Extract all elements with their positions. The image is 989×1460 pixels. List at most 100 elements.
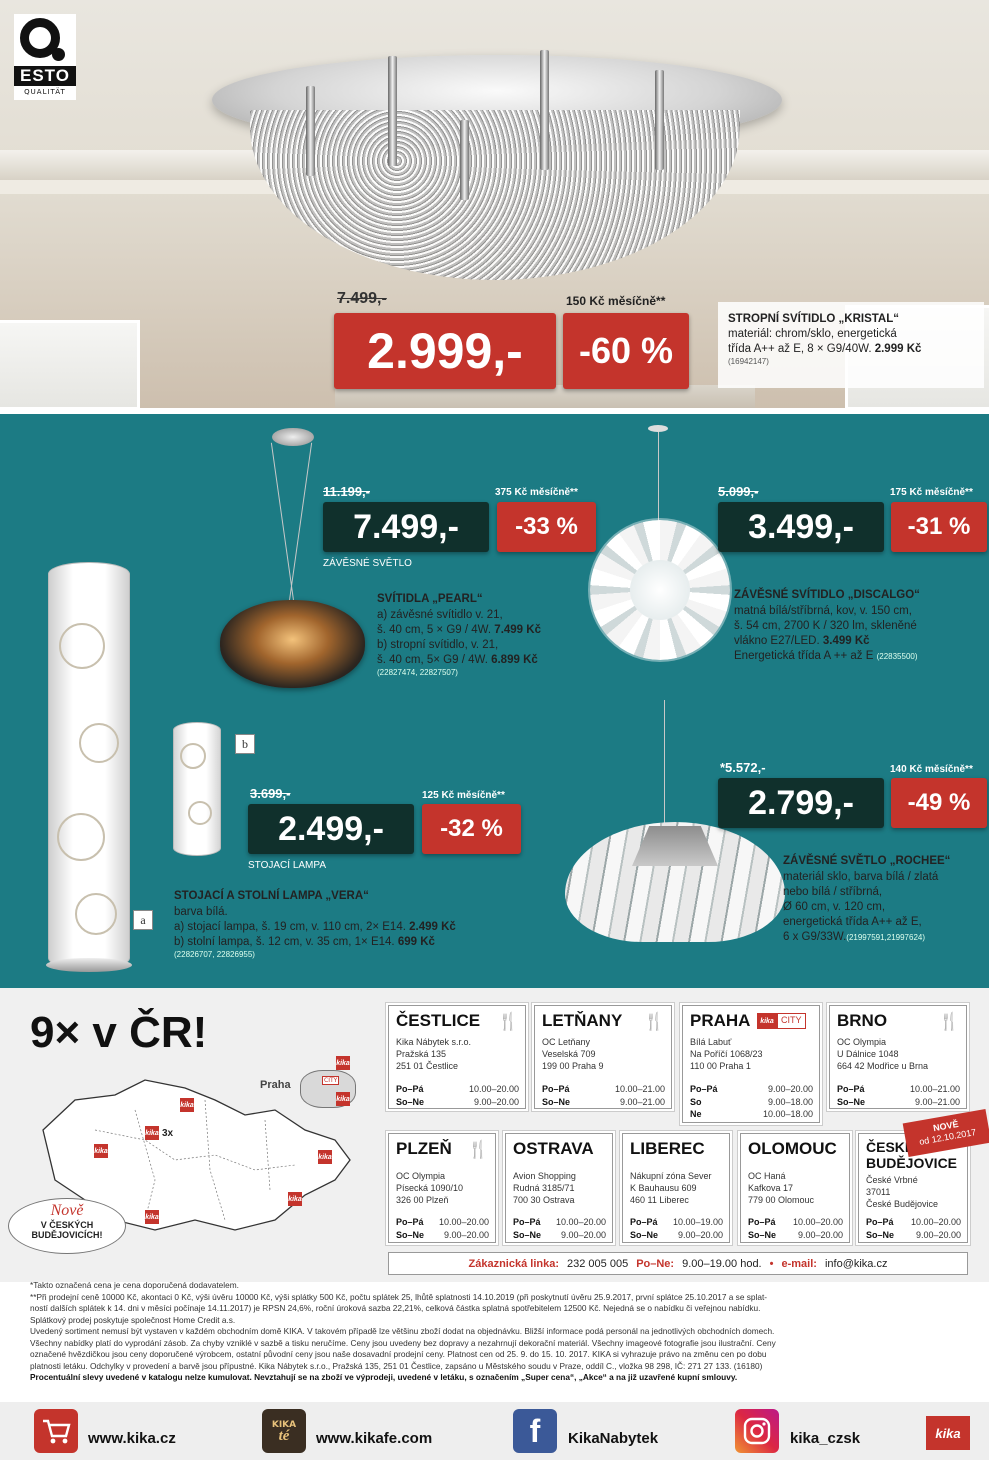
store-name-line: ČESKÉ	[866, 1139, 915, 1155]
website-link[interactable]: www.kika.cz	[88, 1430, 176, 1447]
product-desc: vlákno E27/LED.	[734, 634, 820, 647]
store-address: Kika Nábytek s.r.o. Pražská 135 251 01 Č…	[396, 1036, 471, 1073]
footer	[0, 1402, 989, 1460]
kika-logo[interactable]: kika	[926, 1416, 970, 1450]
hours-day: Po–Pá	[396, 1084, 424, 1094]
store-hours: Po–Pá 10.00–20.00 So–Ne 9.00–20.00	[748, 1216, 843, 1241]
hours-time: 9.00–20.00	[797, 1229, 843, 1240]
map-marker-icon: kika	[336, 1056, 350, 1070]
address-line: 664 42 Modřice u Brna	[837, 1061, 929, 1072]
hours-day: So	[690, 1096, 702, 1107]
footnote-line: **Při prodejní ceně 10000 Kč, akontaci 0…	[30, 1291, 768, 1302]
restaurant-icon: 🍴	[467, 1140, 489, 1159]
instagram-glyph	[743, 1417, 771, 1445]
footnote-line: *Takto označená cena je cena doporučená …	[30, 1280, 239, 1290]
hours-day: So–Ne	[396, 1096, 425, 1107]
kikafe-link[interactable]: www.kikafe.com	[316, 1430, 433, 1447]
chandelier-rod	[655, 70, 664, 170]
discount-tag: -31 %	[891, 502, 987, 552]
product-desc: Energetická třída A ++ až E	[734, 649, 874, 662]
address-line: Písecká 1090/10	[396, 1183, 464, 1194]
product-code: (22835500)	[876, 651, 918, 661]
address-line: Veselská 709	[542, 1049, 596, 1060]
old-price: 5.099,-	[718, 484, 759, 499]
store-name: PLZEŇ	[396, 1139, 452, 1158]
store-address: OC Haná Kafkova 17 779 00 Olomouc	[748, 1170, 814, 1207]
chandelier-crystals	[250, 110, 740, 280]
kika-city-logo: kika	[757, 1013, 777, 1029]
esto-ring-icon	[20, 18, 60, 58]
lamp-pattern	[59, 623, 105, 669]
price-tag: 7.499,-	[323, 502, 489, 552]
product-desc: 6 x G9/33W.	[783, 930, 847, 943]
store-card: LIBEREC Nákupní zóna Sever K Bauhausu 60…	[622, 1133, 730, 1243]
hours-day: So–Ne	[630, 1229, 659, 1240]
price-tag: 2.999,-	[334, 313, 556, 389]
chandelier-rod	[540, 50, 549, 170]
cart-icon[interactable]	[34, 1409, 78, 1453]
map-marker-icon: kika	[94, 1144, 108, 1158]
address-line: OC Letňany	[542, 1037, 591, 1047]
hours-day: Po–Pá	[513, 1217, 541, 1227]
facebook-icon[interactable]: f	[513, 1409, 557, 1453]
address-line: Na Poříčí 1068/23	[690, 1049, 763, 1060]
address-line: OC Haná	[748, 1171, 786, 1181]
product-desc: materiál: chrom/sklo, energetická	[728, 327, 897, 340]
address-line: OC Olympia	[396, 1171, 446, 1181]
product-code: (22826707, 22826955)	[174, 949, 255, 959]
map-regions	[94, 1099, 296, 1221]
pearl-canopy	[272, 428, 314, 446]
hours-time: 9.00–20.00	[915, 1229, 961, 1240]
address-line: OC Olympia	[837, 1037, 887, 1047]
esto-logo-text: ESTO	[14, 66, 76, 86]
facebook-link[interactable]: KikaNabytek	[568, 1430, 659, 1447]
footnote-line: platnosti letáku. Odchylky v provedení a…	[30, 1360, 763, 1371]
hours-time: 10.00–20.00	[792, 1217, 843, 1227]
monthly-payment: 140 Kč měsíčně**	[890, 764, 973, 775]
store-hours: Po–Pá 10.00–20.00 So–Ne 9.00–20.00	[866, 1216, 961, 1241]
product-desc: š. 40 cm, 5× G9 / 4W.	[377, 653, 488, 666]
store-hours: Po–Pá 10.00–19.00 So–Ne 9.00–20.00	[630, 1216, 723, 1241]
hours-time: 9.00–20.00	[677, 1229, 723, 1240]
store-hours: Po–Pá 10.00–20.00 So–Ne 9.00–20.00	[396, 1083, 519, 1108]
product-desc: barva bílá.	[174, 905, 228, 918]
footnote-line: označené hvězdičkou jsou ceny doporučené…	[30, 1349, 767, 1359]
email-link[interactable]: info@kika.cz	[824, 1257, 888, 1270]
product-price: 7.499 Kč	[494, 623, 541, 636]
discount-tag: -33 %	[497, 502, 596, 552]
kikafe-icon[interactable]: KIKA té	[262, 1409, 306, 1453]
product-desc: energetická třída A++ až E,	[783, 915, 922, 928]
store-card: OLOMOUC OC Haná Kafkova 17 779 00 Olomou…	[740, 1133, 850, 1243]
hours-time: 10.00–20.00	[910, 1217, 961, 1227]
store-name: ČESKÉ BUDĚJOVICE	[866, 1139, 957, 1171]
hotline-days: Po–Ne:	[636, 1257, 675, 1270]
product-info-pearl: SVÍTIDLA „PEARL“ a) závěsné svítidlo v. …	[377, 592, 607, 678]
lamp-pattern	[57, 813, 105, 861]
store-hours: Po–Pá 10.00–21.00 So–Ne 9.00–21.00	[542, 1083, 665, 1108]
instagram-link[interactable]: kika_czsk	[790, 1430, 861, 1447]
store-address: OC Olympia Písecká 1090/10 326 00 Plzeň	[396, 1170, 463, 1207]
address-line: Pražská 135	[396, 1049, 447, 1060]
hotline-number[interactable]: 232 005 005	[567, 1257, 629, 1270]
product-desc: b) stropní svítidlo, v. 21,	[377, 638, 499, 651]
store-name: LIBEREC	[630, 1139, 705, 1158]
product-info-kristal: STROPNÍ SVÍTIDLO „KRISTAL“ materiál: chr…	[718, 302, 984, 388]
hours-time: 10.00–18.00	[762, 1109, 813, 1119]
product-info-vera: STOJACÍ A STOLNÍ LAMPA „VERA“ barva bílá…	[174, 889, 524, 960]
hotline-label: Zákaznická linka:	[468, 1257, 560, 1270]
chandelier-rod	[388, 56, 397, 166]
hotline-bar: Zákaznická linka: 232 005 005 Po–Ne: 9.0…	[388, 1252, 968, 1275]
hours-time: 9.00–18.00	[767, 1096, 813, 1107]
product-desc: třída A++ až E, 8 × G9/40W.	[728, 342, 872, 355]
store-card: BRNO 🍴 OC Olympia U Dálnice 1048 664 42 …	[829, 1005, 967, 1109]
monthly-payment: 175 Kč měsíčně**	[890, 487, 973, 498]
footnotes: *Takto označená cena je cena doporučená …	[30, 1280, 970, 1384]
price-tag: 3.499,-	[718, 502, 884, 552]
hours-time: 9.00–20.00	[443, 1229, 489, 1240]
footnote-line: Uvedený sortiment nemusí být vystaven v …	[30, 1326, 775, 1336]
map-marker-icon: kika	[336, 1092, 350, 1106]
instagram-icon[interactable]	[735, 1409, 779, 1453]
product-desc: a) stojací lampa, š. 19 cm, v. 110 cm, 2…	[174, 920, 406, 933]
product-desc: materiál sklo, barva bílá / zlatá	[783, 870, 939, 883]
hotline-separator: •	[769, 1257, 774, 1270]
